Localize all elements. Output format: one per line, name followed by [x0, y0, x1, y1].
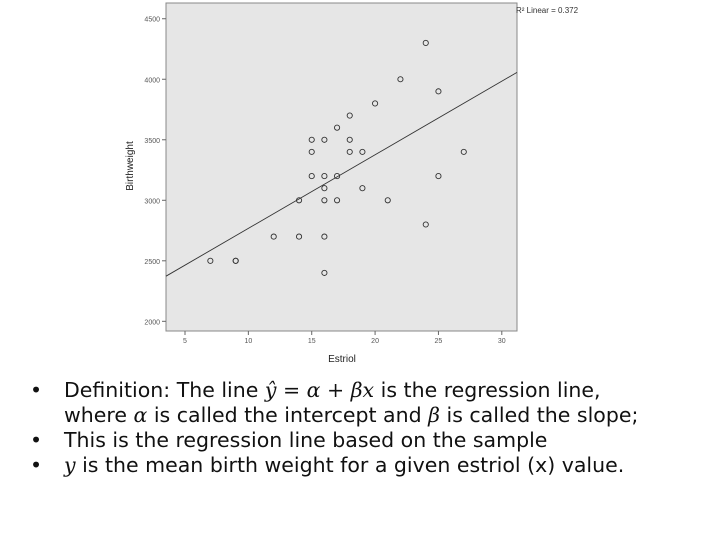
data-point	[232, 257, 239, 264]
data-point	[321, 173, 328, 180]
y-tick-label: 4000	[144, 77, 160, 84]
data-point	[397, 76, 404, 83]
regression-line	[165, 71, 518, 277]
y-tick-label: 2000	[144, 319, 160, 326]
bullet-marker: •	[30, 378, 43, 402]
data-point	[422, 39, 429, 46]
data-point	[321, 233, 328, 240]
data-point	[270, 233, 277, 240]
x-tick-label: 30	[498, 338, 506, 345]
bullet-marker: •	[30, 453, 43, 477]
data-point	[334, 124, 341, 131]
data-point	[422, 221, 429, 228]
bullet-mean: • y is the mean birth weight for a given…	[30, 453, 710, 478]
data-point	[435, 88, 442, 95]
beta-symbol: β	[428, 403, 440, 427]
data-point	[308, 173, 315, 180]
y-tick-label: 4500	[144, 17, 160, 24]
data-point	[372, 100, 379, 107]
bullet-definition: • Definition: The line ŷ = α + βx is the…	[30, 378, 710, 428]
bullet-marker: •	[30, 428, 43, 452]
data-point	[334, 197, 341, 204]
y-symbol: y	[64, 453, 76, 477]
mean-text: is the mean birth weight for a given est…	[75, 453, 625, 477]
data-point	[435, 173, 442, 180]
definition-text-end: is the regression line,	[374, 378, 601, 402]
data-point	[359, 185, 366, 192]
regression-equation: ŷ = α + βx	[264, 378, 375, 402]
data-point	[321, 185, 328, 192]
x-tick-label: 15	[308, 338, 316, 345]
data-point	[346, 136, 353, 143]
data-point	[384, 197, 391, 204]
x-tick-label: 20	[371, 338, 379, 345]
data-point	[296, 233, 303, 240]
data-point	[308, 136, 315, 143]
definition-line2-mid: is called the intercept and	[147, 403, 429, 427]
x-axis-label: Estriol	[328, 354, 356, 365]
sample-text: This is the regression line based on the…	[64, 428, 548, 452]
data-point	[207, 257, 214, 264]
data-point	[321, 197, 328, 204]
y-tick-label: 3000	[144, 198, 160, 205]
y-axis-label: Birthweight	[125, 141, 136, 191]
data-point	[321, 136, 328, 143]
regression-line-group	[165, 71, 518, 277]
x-tick-label: 25	[435, 338, 443, 345]
alpha-symbol: α	[133, 403, 148, 427]
y-tick-label: 2500	[144, 259, 160, 266]
data-point	[346, 148, 353, 155]
r-squared-label: R² Linear = 0.372	[516, 6, 579, 15]
bullet-list: • Definition: The line ŷ = α + βx is the…	[30, 378, 710, 478]
data-point	[359, 148, 366, 155]
data-point	[334, 173, 341, 180]
bullet-sample: • This is the regression line based on t…	[30, 428, 710, 453]
data-points	[207, 39, 467, 276]
definition-text-start: Definition: The line	[64, 378, 265, 402]
data-point	[346, 112, 353, 119]
x-tick-label: 10	[244, 338, 252, 345]
definition-line2-start: where	[64, 403, 134, 427]
y-tick-label: 3500	[144, 138, 160, 145]
data-point	[296, 197, 303, 204]
x-axis: 5 10 15 20 25 30	[183, 331, 506, 345]
y-axis: 2000 2500 3000 3500 4000 4500	[144, 17, 166, 326]
scatter-chart: 2000 2500 3000 3500 4000 4500 5 10 15 20 25 30 Est…	[125, 2, 579, 365]
data-point	[460, 148, 467, 155]
data-point	[308, 148, 315, 155]
x-tick-label: 5	[183, 338, 187, 345]
data-point	[321, 269, 328, 276]
plot-area	[165, 2, 518, 332]
definition-line2-end: is called the slope;	[439, 403, 639, 427]
